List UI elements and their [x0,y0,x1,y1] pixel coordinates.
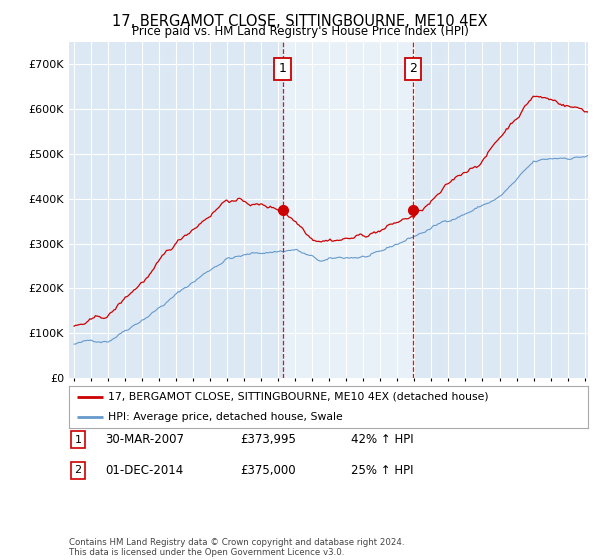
Text: 30-MAR-2007: 30-MAR-2007 [105,433,184,446]
Text: 42% ↑ HPI: 42% ↑ HPI [351,433,413,446]
Text: £375,000: £375,000 [240,464,296,477]
Text: 25% ↑ HPI: 25% ↑ HPI [351,464,413,477]
Text: 01-DEC-2014: 01-DEC-2014 [105,464,183,477]
Text: 2: 2 [409,62,417,76]
Text: 1: 1 [74,435,82,445]
Text: 17, BERGAMOT CLOSE, SITTINGBOURNE, ME10 4EX (detached house): 17, BERGAMOT CLOSE, SITTINGBOURNE, ME10 … [108,392,488,402]
Text: 1: 1 [278,62,286,76]
Text: 2: 2 [74,465,82,475]
Text: 17, BERGAMOT CLOSE, SITTINGBOURNE, ME10 4EX: 17, BERGAMOT CLOSE, SITTINGBOURNE, ME10 … [112,14,488,29]
Text: Contains HM Land Registry data © Crown copyright and database right 2024.
This d: Contains HM Land Registry data © Crown c… [69,538,404,557]
Bar [283,42,413,378]
Text: HPI: Average price, detached house, Swale: HPI: Average price, detached house, Swal… [108,412,343,422]
Text: £373,995: £373,995 [240,433,296,446]
Text: Price paid vs. HM Land Registry's House Price Index (HPI): Price paid vs. HM Land Registry's House … [131,25,469,38]
